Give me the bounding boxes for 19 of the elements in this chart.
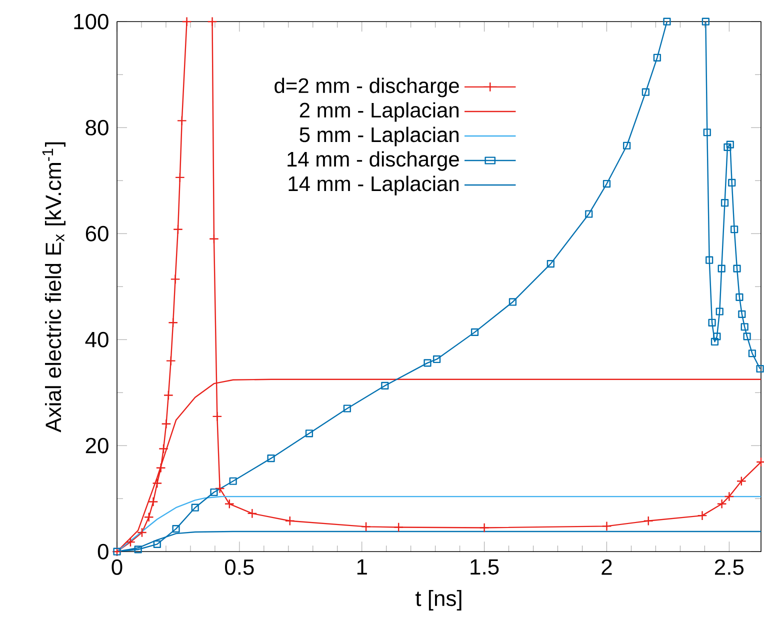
y-tick-label: 80	[86, 120, 108, 136]
y-tick-label: 0	[98, 544, 108, 560]
legend-label: 14 mm - discharge	[288, 151, 459, 171]
x-tick-label: 2	[602, 559, 612, 575]
x-tick-label: 2.5	[714, 559, 744, 575]
y-axis-title: Axial electric field E$_{x}$ [kV.cm$^{-1}$]	[42, 142, 66, 432]
legend-label: 14 mm - Laplacian	[288, 176, 459, 196]
y-tick-label: 100	[74, 14, 108, 30]
y-tick-label: 40	[85, 332, 108, 348]
y-tick-label: 60	[86, 226, 108, 242]
legend-label: d=2 mm - discharge	[274, 78, 459, 98]
x-tick-label: 1.5	[470, 559, 499, 575]
y-tick-label: 20	[86, 438, 108, 454]
legend-label: 2 mm - Laplacian	[300, 102, 459, 122]
legend-label: 5 mm - Laplacian	[300, 126, 459, 146]
x-tick-label: 0	[112, 559, 122, 575]
x-tick-label: 0.5	[224, 559, 254, 575]
x-tick-label: 1	[357, 559, 367, 574]
x-axis-title: t [ns]	[416, 590, 462, 610]
